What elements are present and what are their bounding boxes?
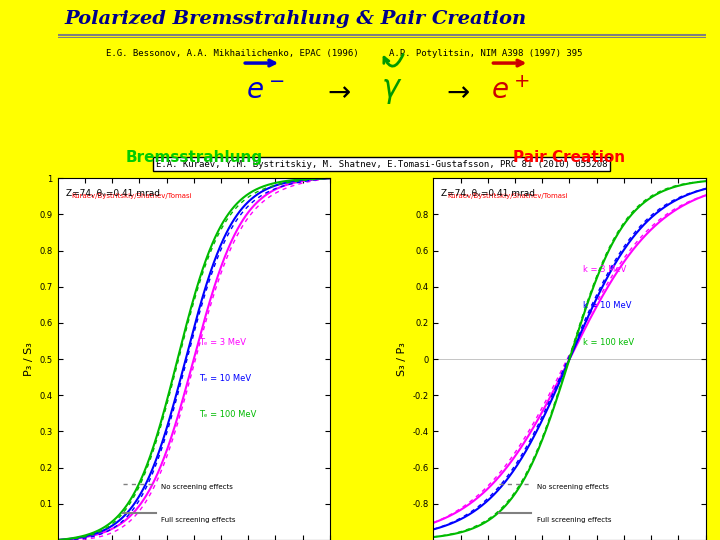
Text: E.A. Kuraev, Y.M. Bystritskiy, M. Shatnev, E.Tomasi-Gustafsson, PRC 81 (2010) 05: E.A. Kuraev, Y.M. Bystritskiy, M. Shatne… — [156, 160, 608, 168]
Text: Tₑ = 100 MeV: Tₑ = 100 MeV — [199, 410, 256, 419]
Text: Polarized Bremsstrahlung & Pair Creation: Polarized Bremsstrahlung & Pair Creation — [64, 10, 526, 28]
Text: No screening effects: No screening effects — [161, 484, 233, 490]
Text: k = 10 MeV: k = 10 MeV — [583, 301, 631, 310]
Text: Z=74, θᵥ=0.41 mrad: Z=74, θᵥ=0.41 mrad — [66, 189, 160, 198]
Text: k = 100 keV: k = 100 keV — [583, 338, 634, 347]
Text: A.P. Potylitsin, NIM A398 (1997) 395: A.P. Potylitsin, NIM A398 (1997) 395 — [389, 49, 582, 58]
Text: Bremsstrahlung: Bremsstrahlung — [125, 150, 262, 165]
Text: Z=74, θᵥ=0.41 mrad: Z=74, θᵥ=0.41 mrad — [441, 189, 536, 198]
Y-axis label: S₃ / P₃: S₃ / P₃ — [397, 342, 407, 376]
Text: $e^+$: $e^+$ — [490, 77, 529, 105]
Text: E.G. Bessonov, A.A. Mikhailichenko, EPAC (1996): E.G. Bessonov, A.A. Mikhailichenko, EPAC… — [107, 49, 359, 58]
Text: Full screening effects: Full screening effects — [161, 517, 235, 523]
Text: Tₑ = 10 MeV: Tₑ = 10 MeV — [199, 374, 251, 383]
Text: $\gamma$: $\gamma$ — [381, 77, 402, 106]
Y-axis label: P₃ / S₃: P₃ / S₃ — [24, 342, 34, 376]
Text: $e^-$: $e^-$ — [246, 78, 284, 105]
Text: $\rightarrow$: $\rightarrow$ — [441, 77, 471, 105]
Text: No screening effects: No screening effects — [537, 484, 608, 490]
Text: $\rightarrow$: $\rightarrow$ — [322, 77, 351, 105]
Text: Full screening effects: Full screening effects — [537, 517, 611, 523]
Text: Kuraev/Bystritskiy/Shatnev/Tomasi: Kuraev/Bystritskiy/Shatnev/Tomasi — [447, 193, 567, 199]
Text: Tₑ = 3 MeV: Tₑ = 3 MeV — [199, 338, 246, 347]
Text: Kuraev/Bystritskiy/Shatnev/Tomasi: Kuraev/Bystritskiy/Shatnev/Tomasi — [71, 193, 192, 199]
Text: Pair Creation: Pair Creation — [513, 150, 626, 165]
Text: k = 3 MeV: k = 3 MeV — [583, 265, 626, 274]
